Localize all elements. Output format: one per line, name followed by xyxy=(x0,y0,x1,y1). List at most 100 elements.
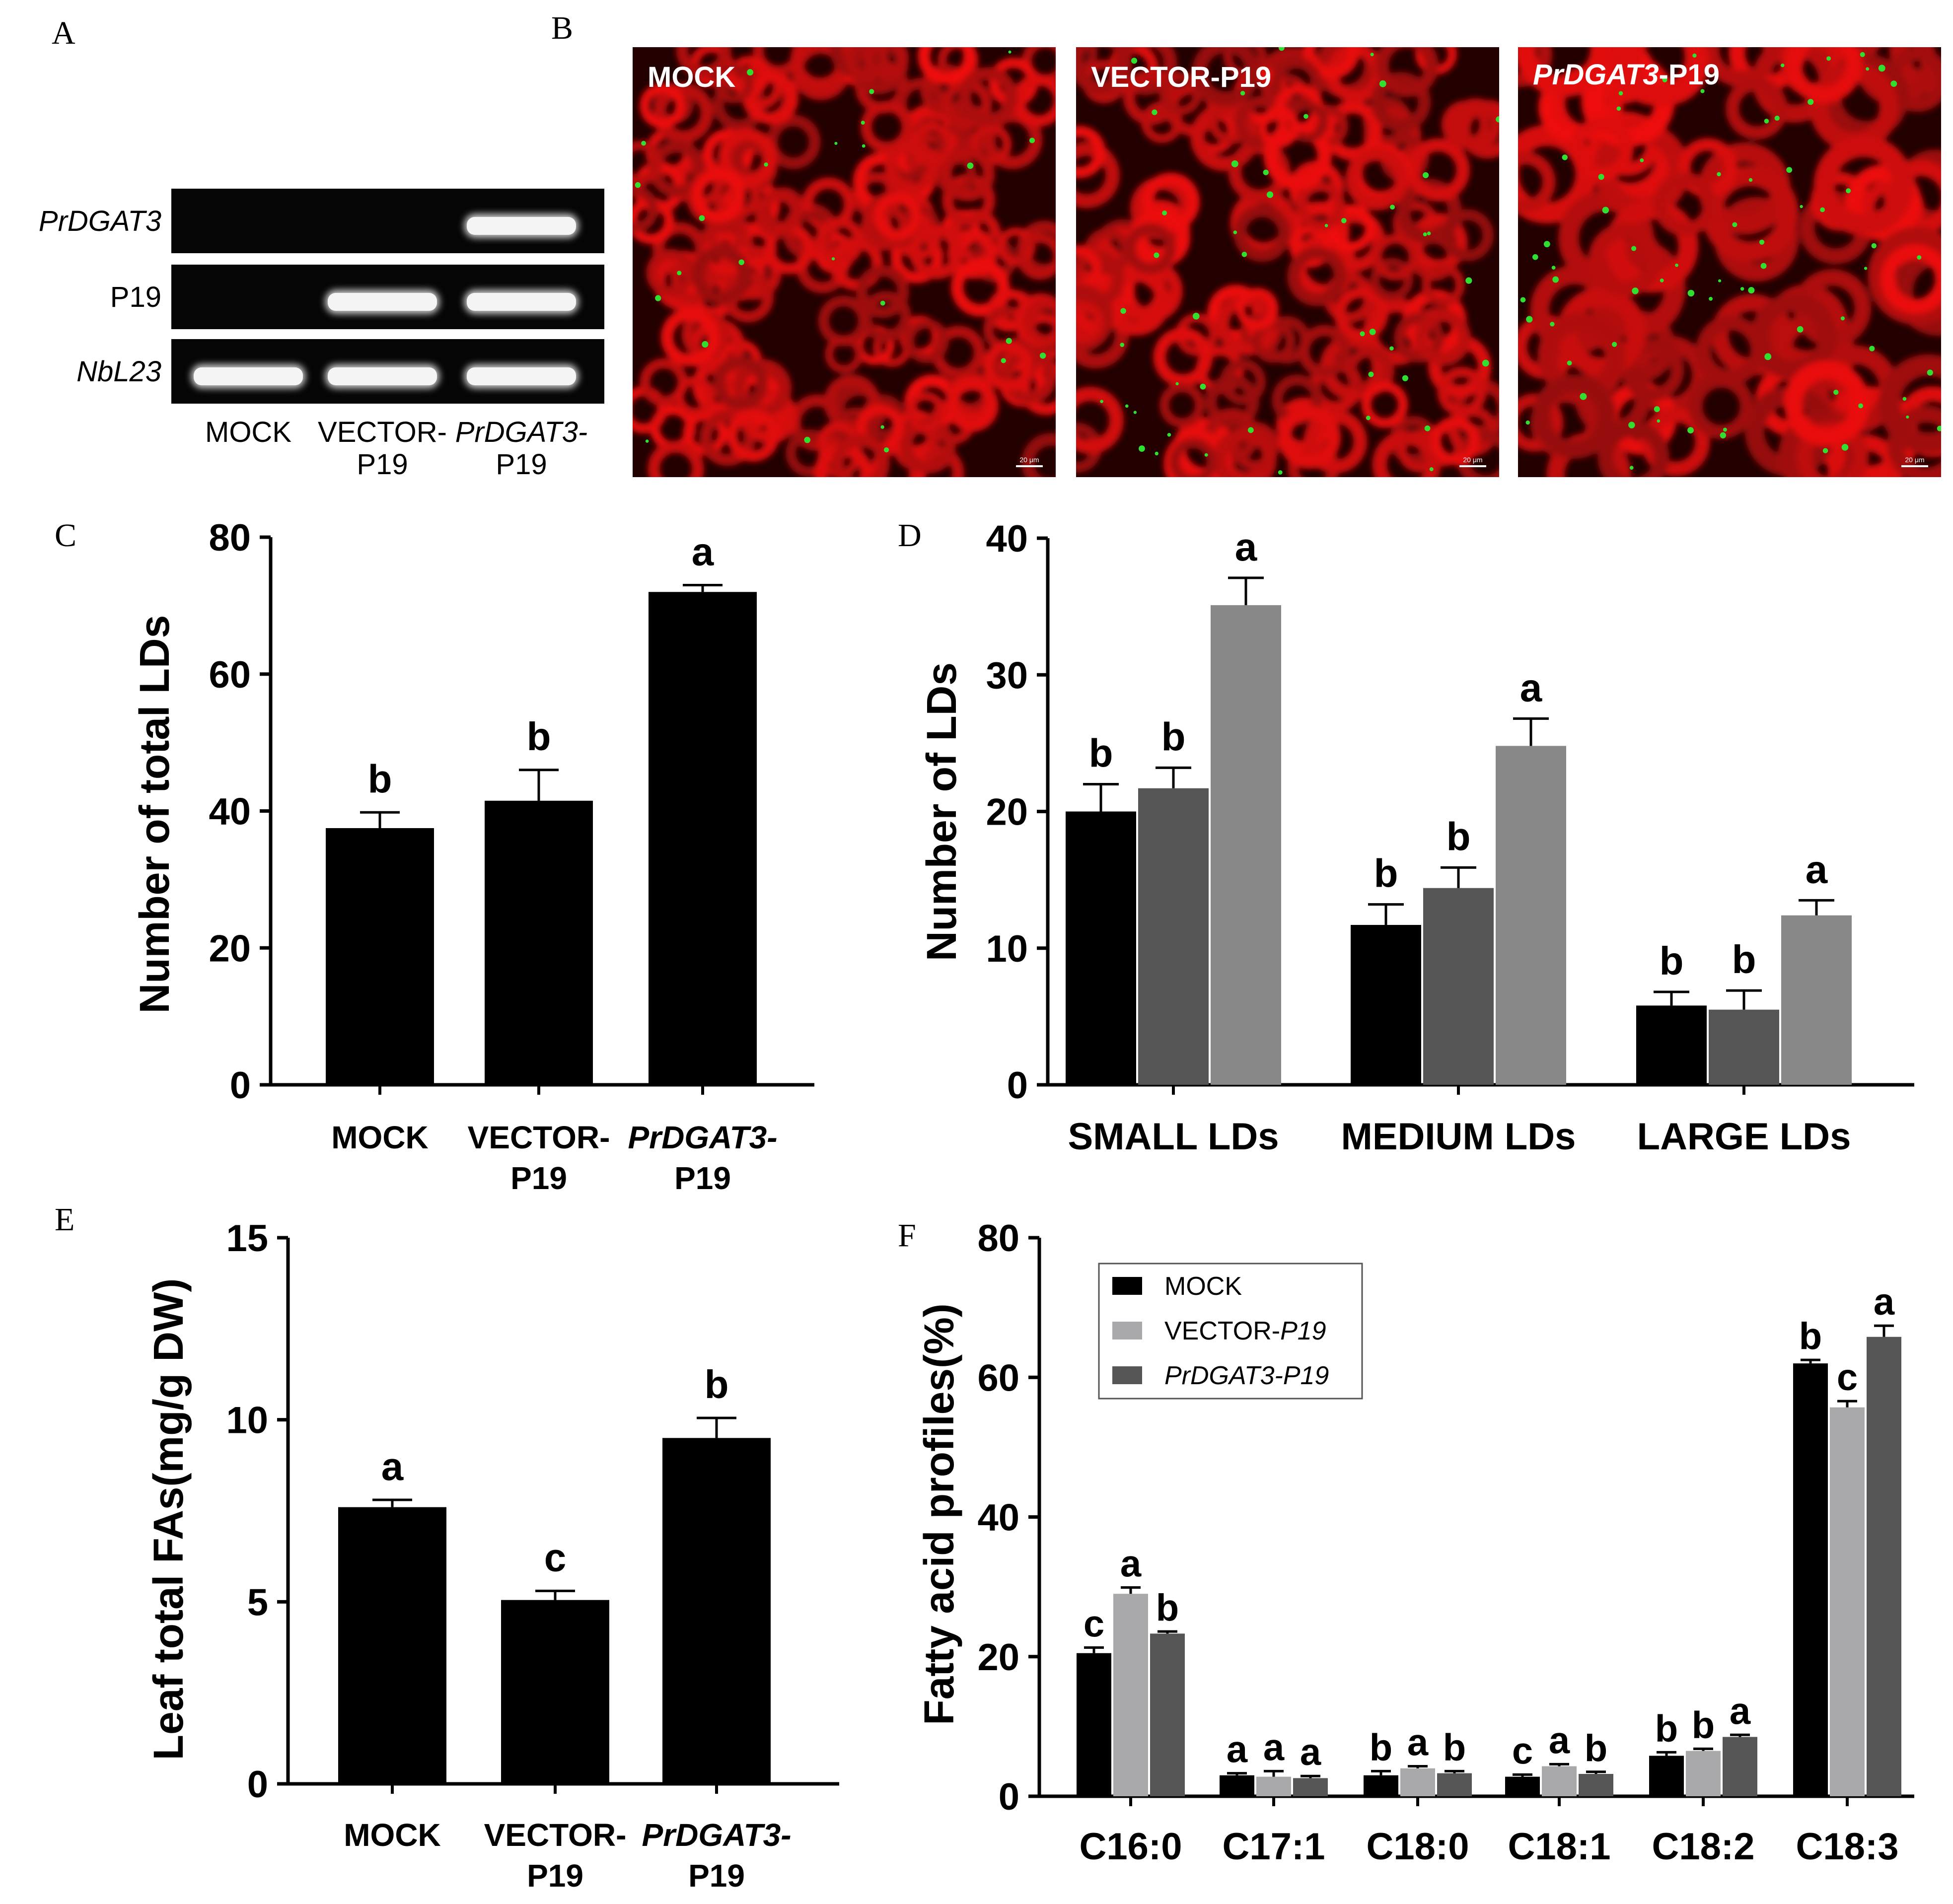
micrograph-lipid-droplet xyxy=(1860,52,1865,57)
gel-row-label: PrDGAT3 xyxy=(39,205,161,237)
significance-letter: b xyxy=(527,714,551,759)
micrograph-cell xyxy=(1076,47,1133,95)
panel-letter-d: D xyxy=(898,517,922,554)
micrograph-lipid-droplet xyxy=(1427,231,1431,235)
micrograph-cell xyxy=(982,341,1033,392)
micrograph-cell xyxy=(692,245,751,305)
micrograph-title: VECTOR-P19 xyxy=(1091,61,1271,93)
legend-label: VECTOR-P19 xyxy=(1164,1317,1326,1345)
x-tick-label: MOCK xyxy=(331,1120,429,1155)
micrograph-scale-bar xyxy=(1016,465,1043,467)
bar xyxy=(1256,1776,1291,1796)
legend-swatch xyxy=(1112,1322,1142,1340)
micrograph-lipid-droplet xyxy=(1001,358,1006,363)
bar xyxy=(662,1438,771,1784)
micrograph-cell xyxy=(1518,151,1556,213)
micrograph-cell xyxy=(692,168,746,223)
significance-letter: b xyxy=(1443,1726,1466,1768)
y-tick-label: 15 xyxy=(226,1217,268,1260)
micrograph-lipid-droplet xyxy=(1618,91,1623,96)
micrograph-lipid-droplet xyxy=(880,300,885,306)
micrograph-cell xyxy=(823,374,880,431)
x-tick-label: C18:3 xyxy=(1796,1826,1899,1868)
micrograph-cell xyxy=(633,141,662,186)
micrograph-lipid-droplet xyxy=(1240,90,1245,96)
micrograph-cell xyxy=(1289,225,1332,268)
micrograph-cell xyxy=(1192,47,1260,106)
micrograph-lipid-droplet xyxy=(1878,65,1885,72)
micrograph-cell xyxy=(1518,47,1612,97)
micrograph-lipid-droplet xyxy=(1496,116,1499,123)
micrograph-cell xyxy=(1270,57,1322,109)
legend-label-part-italic: P19 xyxy=(1280,1317,1326,1345)
micrograph-lipid-droplet xyxy=(702,341,709,348)
micrograph-lipid-droplet xyxy=(1552,276,1559,283)
x-tick-label: PrDGAT3- xyxy=(628,1120,777,1155)
micrograph-0: 20 μm MOCK xyxy=(633,47,1056,477)
micrograph-lipid-droplet xyxy=(1368,371,1374,377)
gel-band xyxy=(467,367,576,385)
micrograph-lipid-droplet xyxy=(1324,224,1328,227)
y-tick-label: 40 xyxy=(977,1497,1019,1539)
micrograph-lipid-droplet xyxy=(1937,425,1941,431)
significance-letter: b xyxy=(1655,1707,1678,1750)
bar xyxy=(1686,1751,1721,1796)
micrograph-cell xyxy=(1303,410,1368,474)
micrograph-cell xyxy=(1881,244,1941,314)
bar xyxy=(1138,788,1209,1085)
micrograph-lipid-droplet xyxy=(1247,427,1254,433)
y-tick-label: 0 xyxy=(1007,1064,1028,1107)
micrograph-cell xyxy=(1023,296,1056,346)
micrograph-cell xyxy=(1887,406,1941,477)
significance-letter: b xyxy=(1799,1315,1822,1357)
micrograph-lipid-droplet xyxy=(1263,169,1269,175)
micrograph-lipid-droplet xyxy=(1902,397,1907,401)
micrograph-lipid-droplet xyxy=(1890,80,1897,87)
y-tick-label: 20 xyxy=(986,791,1028,834)
legend-swatch xyxy=(1112,1277,1142,1295)
micrograph-cell xyxy=(1213,428,1277,477)
significance-letter: a xyxy=(1407,1722,1429,1764)
micrograph-cell xyxy=(982,109,1043,169)
micrograph-cell xyxy=(1123,69,1179,126)
gel-lane-label-line2: P19 xyxy=(496,448,547,481)
micrograph-lipid-droplet xyxy=(1629,466,1634,470)
micrograph-lipid-droplet xyxy=(1525,420,1530,425)
micrograph-lipid-droplet xyxy=(1167,432,1171,437)
micrograph-lipid-droplet xyxy=(699,215,705,221)
bar xyxy=(1781,915,1852,1085)
x-tick-label: SMALL LDs xyxy=(1068,1116,1279,1158)
bar xyxy=(1293,1778,1328,1796)
significance-letter: c xyxy=(544,1535,567,1579)
micrograph-cell xyxy=(950,258,1010,317)
micrograph-cell xyxy=(1431,416,1480,466)
micrograph-lipid-droplet xyxy=(1303,114,1308,119)
micrograph-lipid-droplet xyxy=(1152,109,1157,115)
micrograph-cell xyxy=(1785,47,1863,103)
micrograph-lipid-droplet xyxy=(1543,241,1550,248)
micrograph-cell xyxy=(1518,47,1553,87)
significance-letter: b xyxy=(1161,714,1186,759)
micrograph-cell xyxy=(640,83,685,129)
micrograph-cell xyxy=(1258,106,1300,148)
micrograph-scale-bar xyxy=(1901,465,1928,467)
micrograph-lipid-droplet xyxy=(1422,172,1429,178)
panel-letter-c: C xyxy=(55,517,76,554)
micrograph-title-rest: -P19 xyxy=(1659,59,1720,91)
micrograph-lipid-droplet xyxy=(1616,106,1621,111)
micrograph-lipid-droplet xyxy=(1786,167,1793,173)
y-tick-label: 10 xyxy=(986,928,1028,970)
micrograph-lipid-droplet xyxy=(1278,47,1285,51)
micrograph-lipid-droplet xyxy=(1732,222,1737,227)
micrograph-cell xyxy=(815,216,864,266)
legend-label-text: MOCK xyxy=(1164,1272,1242,1301)
micrograph-lipid-droplet xyxy=(1366,416,1371,421)
x-tick-label: P19 xyxy=(674,1160,731,1196)
micrograph-lipid-droplet xyxy=(1631,246,1637,251)
micrograph-lipid-droplet xyxy=(1233,230,1237,234)
bar xyxy=(1709,1009,1779,1085)
x-tick-label: C16:0 xyxy=(1080,1826,1182,1868)
panel-letter-e: E xyxy=(55,1201,74,1238)
micrograph-lipid-droplet xyxy=(1833,389,1839,395)
